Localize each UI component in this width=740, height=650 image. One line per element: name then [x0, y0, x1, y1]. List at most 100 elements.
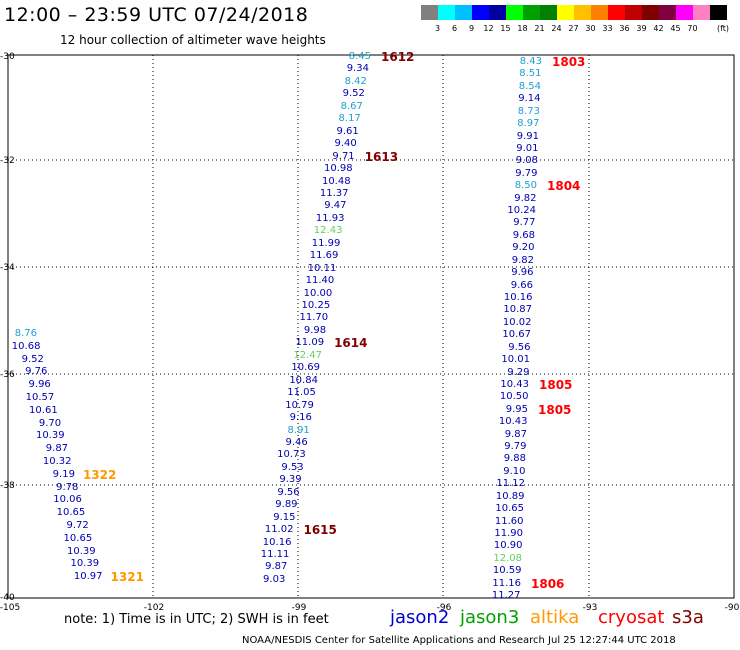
wave-height-value: 9.96: [28, 379, 51, 391]
wave-height-value: 10.25: [301, 300, 331, 311]
wave-height-value: 8.76: [14, 328, 37, 339]
wave-height-value: 10.87: [503, 304, 532, 316]
wave-height-value: 11.09: [295, 337, 325, 349]
legend-swatch: [591, 5, 608, 20]
wave-height-value: 10.65: [56, 507, 86, 519]
wave-height-value: 10.68: [11, 340, 41, 352]
wave-height-value: 10.11: [307, 262, 337, 274]
legend-label: 12: [483, 24, 494, 33]
wave-height-value: 9.77: [513, 217, 536, 229]
legend-swatch: [676, 5, 693, 20]
legend-swatch: [608, 5, 625, 20]
wave-height-value: 9.79: [504, 441, 527, 453]
wave-height-value: 11.60: [494, 515, 524, 527]
wave-height-value: 9.95: [505, 403, 528, 415]
wave-height-value: 10.06: [53, 494, 82, 506]
pass-time-label: 1612: [381, 50, 415, 64]
wave-height-value: 8.91: [287, 424, 310, 436]
wave-height-value: 9.87: [265, 561, 288, 573]
wave-height-value: 9.15: [273, 511, 296, 523]
wave-height-value: 11.05: [287, 387, 316, 399]
wave-height-value: 8.97: [517, 118, 540, 130]
legend-label: 9: [468, 24, 475, 33]
lat-label: -30: [0, 52, 15, 62]
legend-swatch: [710, 5, 727, 20]
wave-height-value: 8.17: [338, 113, 361, 125]
wave-height-value: 9.72: [66, 520, 89, 531]
wave-height-value: 8.43: [519, 56, 542, 67]
lat-label: -40: [0, 593, 15, 603]
wave-height-value: 8.50: [514, 180, 537, 192]
wave-height-value: 9.52: [21, 353, 44, 365]
wave-height-value: 10.50: [499, 391, 529, 403]
wave-height-value: 9.19: [52, 468, 75, 480]
wave-height-value: 9.03: [263, 573, 286, 585]
wave-height-value: 8.73: [517, 105, 540, 117]
legend-swatch: [540, 5, 557, 20]
legend-label: 70: [687, 24, 698, 33]
wave-height-value: 9.46: [285, 436, 308, 448]
map-border: [7, 54, 735, 599]
wave-height-value: 10.16: [503, 291, 533, 303]
wave-height-value: 9.98: [303, 324, 327, 336]
wave-height-value: 10.57: [25, 392, 55, 403]
graticule: [8, 55, 734, 598]
wave-height-value: 9.39: [279, 474, 302, 486]
note-text: note: 1) Time is in UTC; 2) SWH is in fe…: [64, 612, 329, 627]
wave-height-value: 9.61: [336, 125, 359, 137]
wave-height-value: 9.66: [510, 279, 533, 291]
wave-height-value: 9.53: [281, 461, 304, 473]
wave-height-value: 9.91: [516, 130, 539, 142]
legend-swatch: [421, 5, 438, 20]
wave-height-value: 9.78: [56, 481, 79, 493]
wave-height-value: 11.90: [494, 527, 523, 539]
lon-label: -93: [582, 603, 598, 613]
footer-text: NOAA/NESDIS Center for Satellite Applica…: [242, 635, 676, 646]
wave-height-value: 10.61: [29, 404, 58, 416]
wave-height-value: 8.51: [519, 68, 542, 80]
legend-label: 30: [585, 24, 596, 33]
lon-label: -102: [143, 603, 165, 613]
wave-height-value: 10.79: [285, 399, 314, 411]
wave-height-value: 10.39: [67, 545, 96, 557]
wave-height-value: 10.39: [35, 430, 65, 442]
wave-height-value: 10.02: [502, 316, 532, 328]
satellite-name-altika: altika: [530, 607, 580, 628]
wave-height-value: 11.99: [311, 237, 341, 249]
wave-height-value: 10.67: [502, 329, 531, 341]
legend-label: 21: [534, 24, 545, 33]
satellite-name-cryosat: cryosat: [598, 607, 665, 628]
legend-swatch: [489, 5, 506, 20]
legend-swatch: [523, 5, 540, 20]
wave-height-value: 11.11: [260, 549, 290, 560]
wave-height-value: 11.02: [264, 524, 294, 536]
satellite-name-jason2: jason2: [390, 607, 450, 628]
wave-height-value: 10.59: [492, 565, 522, 577]
wave-height-value: 9.82: [511, 254, 534, 266]
wave-height-value: 10.16: [262, 536, 292, 548]
wave-height-value: 11.69: [309, 250, 339, 262]
wave-height-value: 9.52: [342, 88, 365, 100]
pass-time-label: 1614: [334, 336, 368, 351]
wave-height-value: 10.43: [500, 378, 529, 390]
pass-time-label: 1615: [303, 523, 337, 538]
legend-swatch: [693, 5, 710, 20]
wave-height-value: 9.79: [515, 167, 538, 179]
legend-swatch: [472, 5, 489, 20]
wave-height-value: 11.27: [491, 590, 521, 602]
wave-height-value: 10.89: [495, 490, 525, 502]
legend-label: 3: [434, 24, 441, 33]
pass-time-label: 1805: [539, 377, 573, 392]
lat-label: -38: [0, 481, 15, 491]
pass-time-label: 1806: [531, 576, 565, 591]
pass-time-label: 1322: [82, 467, 117, 482]
wave-height-value: 9.70: [38, 417, 62, 429]
wave-height-value: 10.24: [507, 205, 536, 217]
wave-height-value: 9.56: [277, 486, 300, 498]
wave-height-value: 8.67: [340, 100, 363, 112]
wave-height-value: 11.40: [305, 275, 335, 287]
wave-height-value: 10.32: [42, 456, 72, 467]
wave-height-value: 9.08: [515, 155, 538, 167]
wave-height-value: 9.10: [503, 465, 526, 477]
